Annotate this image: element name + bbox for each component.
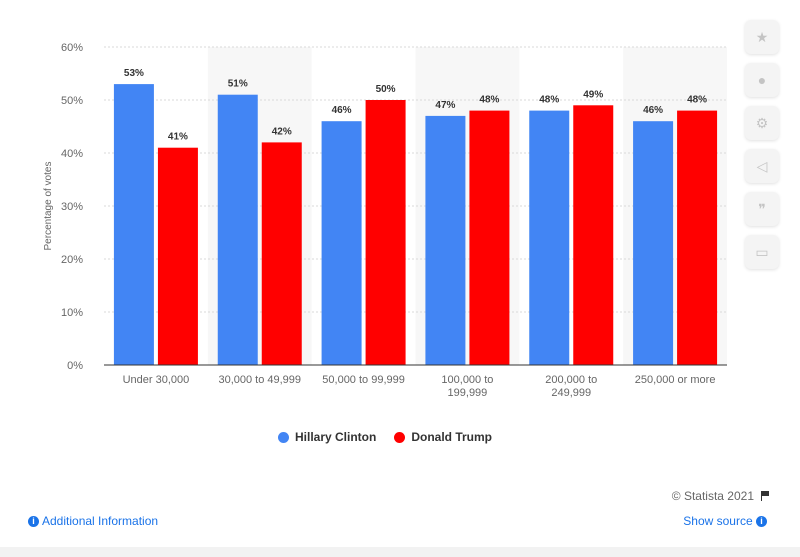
legend-label-trump: Donald Trump (411, 430, 492, 444)
y-tick-label: 10% (61, 307, 83, 319)
flag-icon[interactable] (760, 491, 770, 501)
y-axis-title: Percentage of votes (43, 162, 54, 251)
legend-item-clinton[interactable]: Hillary Clinton (277, 430, 377, 444)
bar[interactable] (113, 84, 154, 365)
data-label: 48% (687, 95, 707, 106)
y-tick-label: 0% (67, 360, 83, 372)
bottom-edge (0, 547, 800, 557)
credit-text: © Statista 2021 (671, 489, 754, 503)
bell-icon[interactable]: ● (745, 63, 779, 97)
bar[interactable] (633, 121, 674, 365)
gear-icon[interactable]: ⚙ (745, 106, 779, 140)
show-source-label: Show source (683, 514, 753, 528)
legend-label-clinton: Hillary Clinton (294, 430, 377, 444)
data-label: 50% (376, 84, 396, 95)
bar[interactable] (217, 94, 258, 365)
data-label: 49% (583, 89, 603, 100)
legend-item-trump[interactable]: Donald Trump (394, 430, 492, 444)
show-source-link[interactable]: Show source i (683, 514, 770, 528)
data-label: 47% (435, 100, 455, 111)
x-tick-label: 100,000 to (441, 374, 493, 386)
legend: Hillary Clinton Donald Trump (0, 430, 770, 444)
info-icon: i (28, 516, 39, 528)
data-label: 46% (332, 105, 352, 116)
data-label: 48% (539, 95, 559, 106)
additional-information-link[interactable]: i Additional Information (28, 514, 158, 528)
x-tick-label: 250,000 or more (635, 374, 716, 386)
x-tick-label: 199,999 (448, 387, 488, 399)
data-label: 46% (643, 105, 663, 116)
bar[interactable] (573, 105, 614, 366)
additional-information-label: Additional Information (42, 514, 159, 528)
bar[interactable] (261, 142, 302, 365)
data-label: 51% (228, 79, 248, 90)
y-tick-label: 40% (61, 148, 83, 160)
x-tick-label: 200,000 to (545, 374, 597, 386)
star-icon[interactable]: ★ (745, 20, 779, 54)
bar[interactable] (677, 110, 718, 365)
data-label: 41% (168, 132, 188, 143)
print-icon[interactable]: ▭ (745, 235, 779, 269)
x-tick-label: Under 30,000 (123, 374, 190, 386)
data-label: 53% (124, 68, 144, 79)
legend-dot-trump (394, 431, 406, 443)
x-tick-label: 50,000 to 99,999 (322, 374, 405, 386)
info-icon-source: i (756, 516, 767, 528)
bar[interactable] (529, 110, 570, 365)
bar[interactable] (157, 147, 198, 365)
y-tick-label: 60% (61, 42, 83, 54)
bar[interactable] (365, 100, 406, 365)
bar[interactable] (321, 121, 362, 365)
share-icon[interactable]: ◁ (745, 149, 779, 183)
legend-dot-clinton (277, 431, 289, 443)
x-tick-label: 30,000 to 49,999 (218, 374, 301, 386)
x-tick-label: 249,999 (551, 387, 591, 399)
data-label: 42% (272, 126, 292, 137)
y-tick-label: 50% (61, 95, 83, 107)
data-label: 48% (479, 95, 499, 106)
y-tick-label: 30% (61, 201, 83, 213)
bar[interactable] (469, 110, 510, 365)
credit: © Statista 2021 (672, 489, 770, 503)
side-toolbar: ★ ● ⚙ ◁ ❞ ▭ (745, 20, 785, 278)
y-tick-label: 20% (61, 254, 83, 266)
bar[interactable] (425, 115, 466, 366)
quote-icon[interactable]: ❞ (745, 192, 779, 226)
